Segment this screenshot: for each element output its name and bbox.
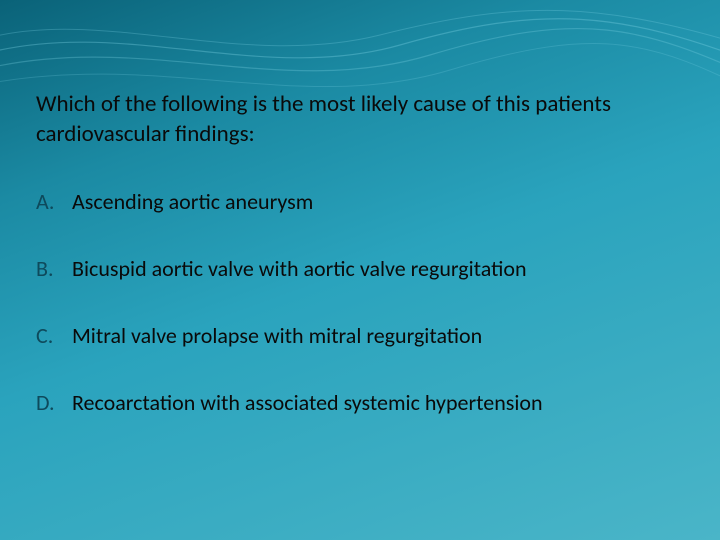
question-text: Which of the following is the most likel… xyxy=(36,90,680,150)
option-letter: A. xyxy=(36,188,72,215)
option-d: D. Recoarctation with associated systemi… xyxy=(36,389,680,416)
option-text: Ascending aortic aneurysm xyxy=(72,188,680,215)
option-b: B. Bicuspid aortic valve with aortic val… xyxy=(36,255,680,282)
option-text: Recoarctation with associated systemic h… xyxy=(72,389,680,416)
options-list: A. Ascending aortic aneurysm B. Bicuspid… xyxy=(36,188,680,456)
option-letter: D. xyxy=(36,389,72,416)
option-text: Bicuspid aortic valve with aortic valve … xyxy=(72,255,680,282)
option-text: Mitral valve prolapse with mitral regurg… xyxy=(72,322,680,349)
option-letter: C. xyxy=(36,322,72,349)
option-a: A. Ascending aortic aneurysm xyxy=(36,188,680,215)
slide: Which of the following is the most likel… xyxy=(0,0,720,540)
option-c: C. Mitral valve prolapse with mitral reg… xyxy=(36,322,680,349)
option-letter: B. xyxy=(36,255,72,282)
